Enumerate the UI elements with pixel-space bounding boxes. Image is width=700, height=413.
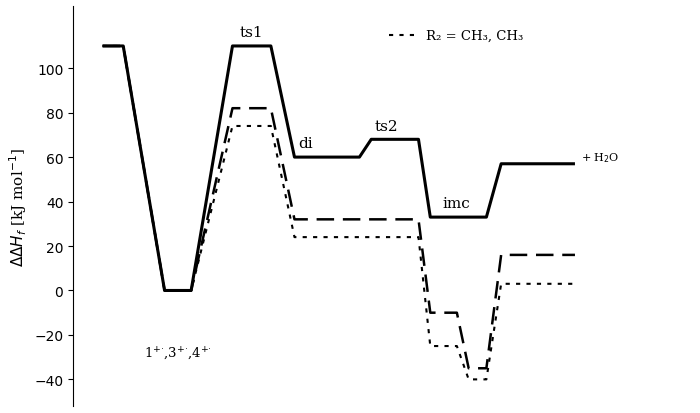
Text: imc: imc (442, 197, 470, 211)
Text: di: di (299, 137, 313, 151)
Text: ts2: ts2 (374, 119, 398, 133)
Y-axis label: $\Delta\Delta H_f$ [kJ mol$^{-1}$]: $\Delta\Delta H_f$ [kJ mol$^{-1}$] (7, 147, 29, 266)
Text: + H$_2$O: + H$_2$O (581, 151, 620, 165)
Text: ts1: ts1 (239, 26, 263, 40)
Text: R₂ = CH₃, CH₃: R₂ = CH₃, CH₃ (426, 29, 524, 42)
Text: 1$^{+·}$,3$^{+·}$,4$^{+·}$: 1$^{+·}$,3$^{+·}$,4$^{+·}$ (144, 344, 211, 361)
